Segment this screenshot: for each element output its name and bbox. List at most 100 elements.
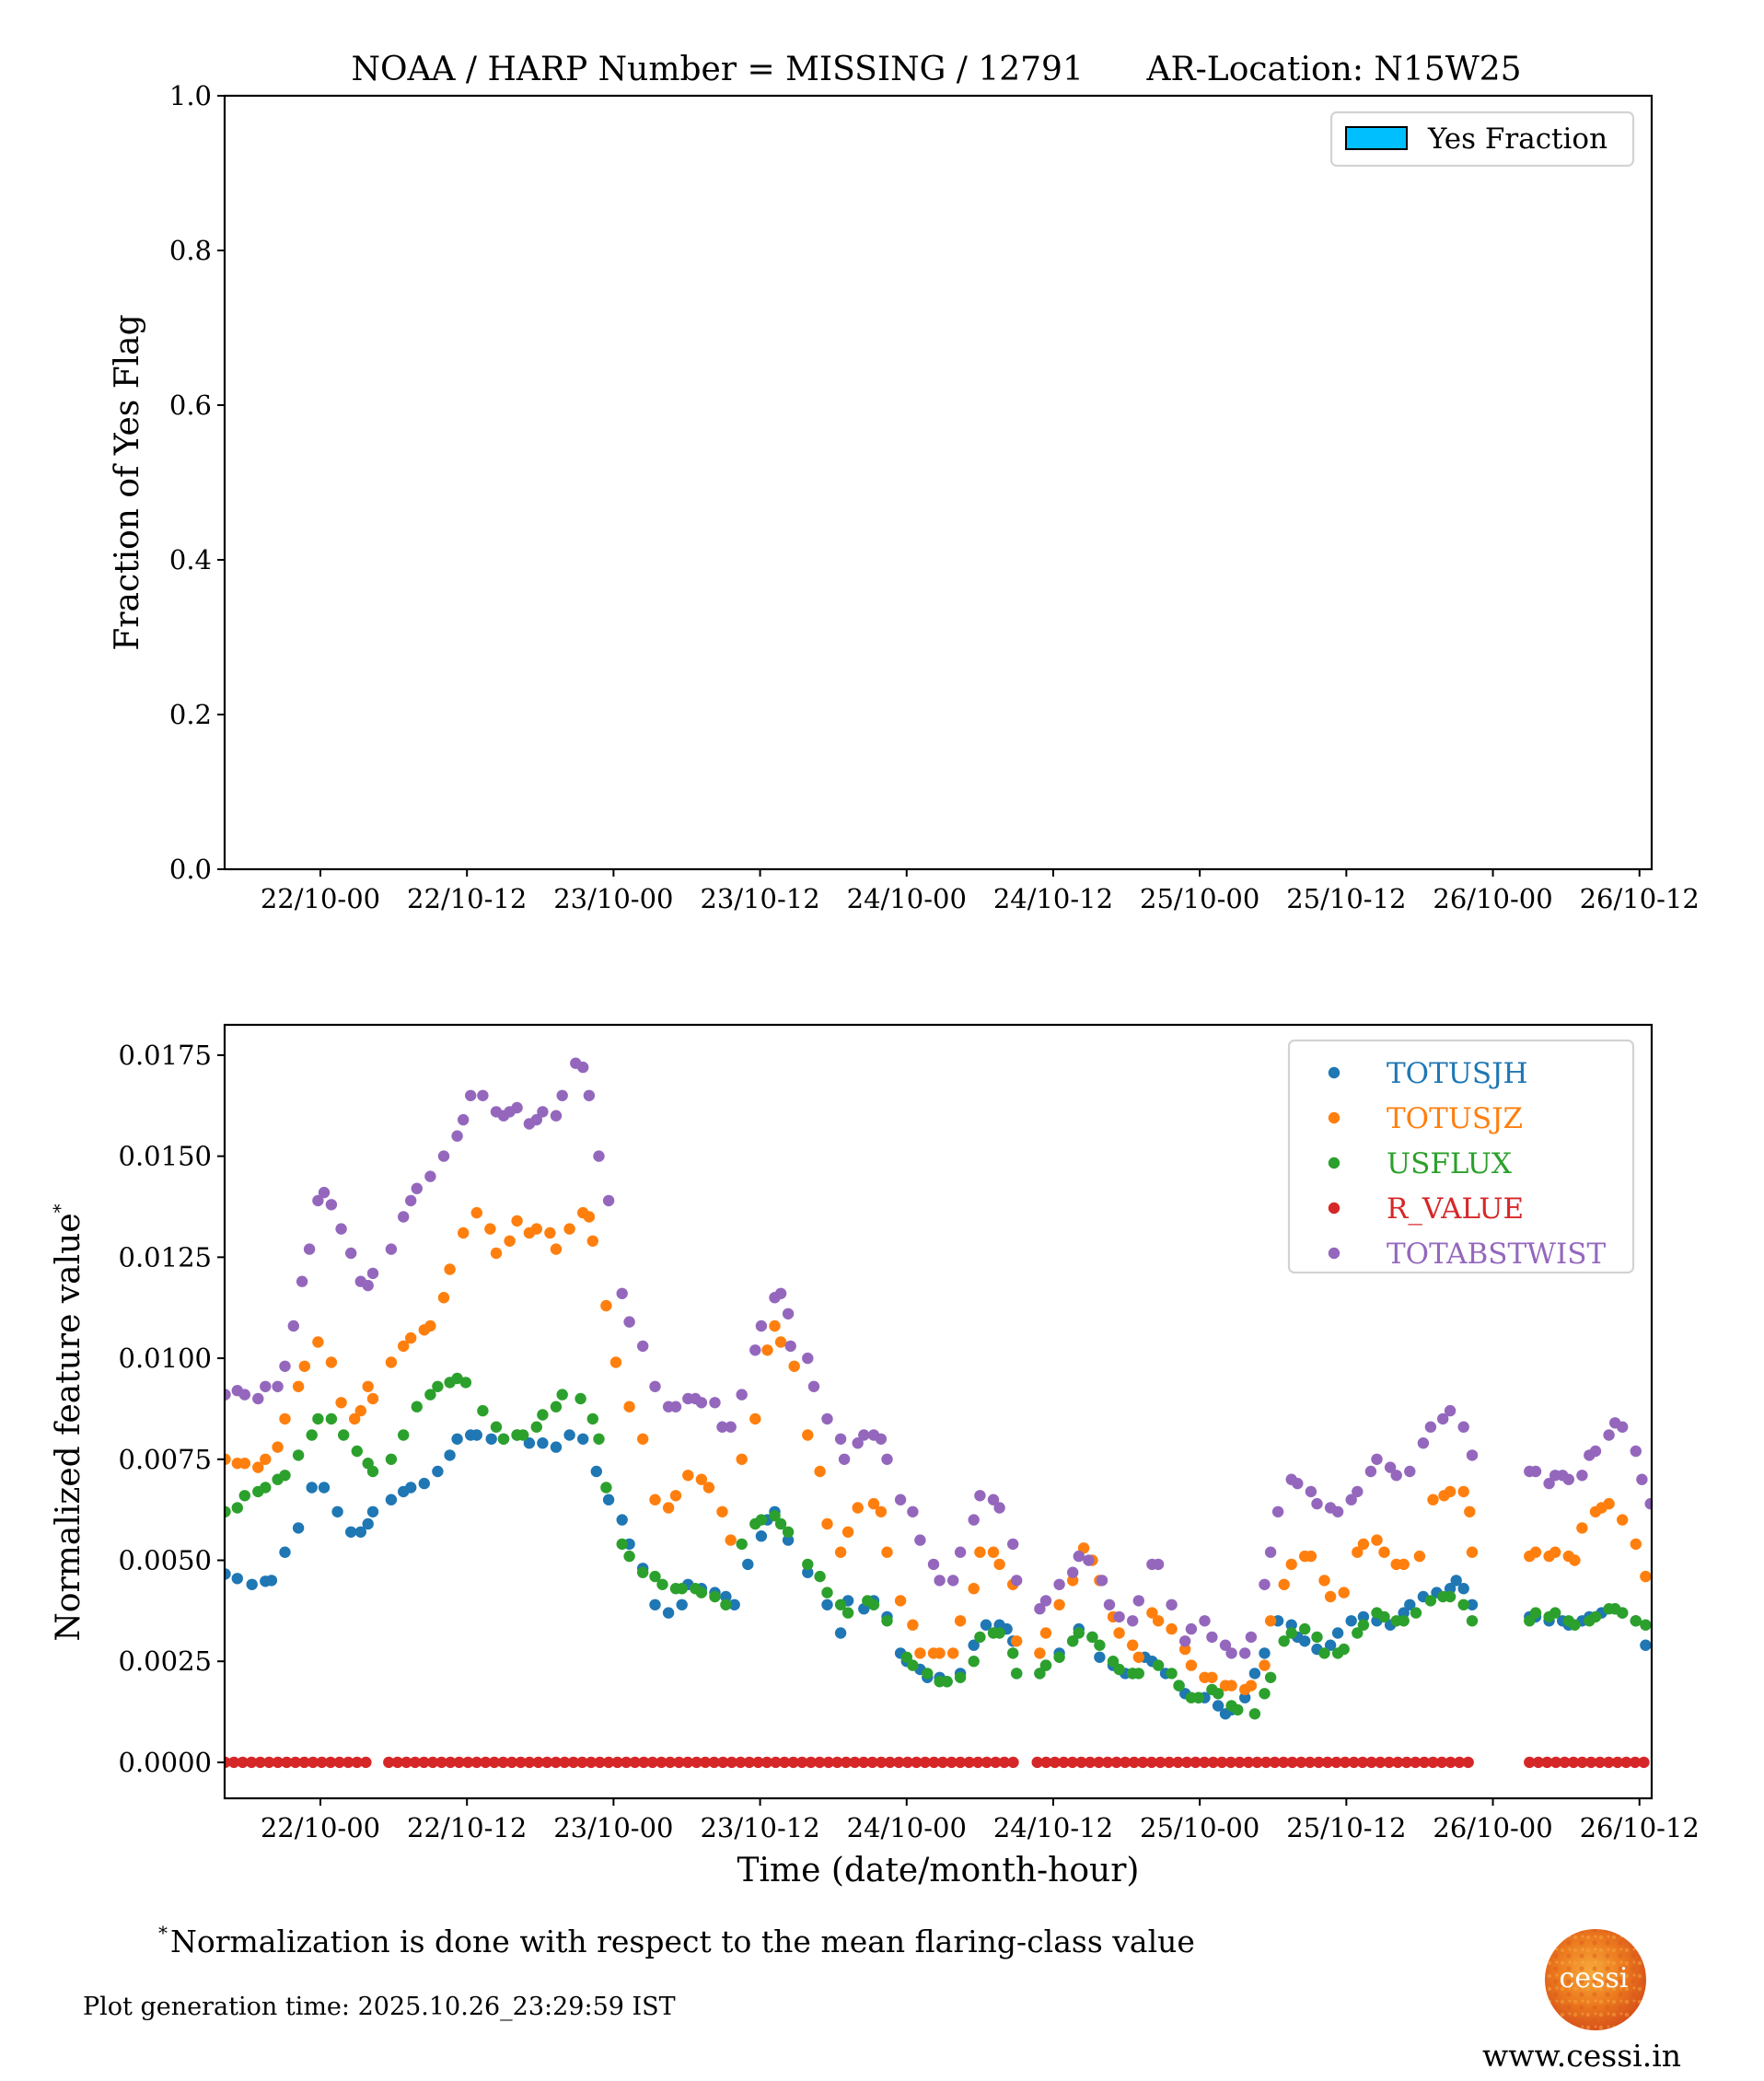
data-point: [725, 1421, 737, 1433]
data-point: [432, 1380, 444, 1393]
data-point: [1259, 1659, 1271, 1671]
feature-panel: 0.0000 0.0025 0.0050 0.0075 0.0100 0.0125 0.01…: [49, 1023, 1700, 1889]
data-point: [225, 1506, 231, 1517]
data-point: [968, 1583, 980, 1595]
data-point: [736, 1538, 748, 1551]
data-point: [385, 1243, 398, 1255]
data-point: [901, 1756, 913, 1769]
data-point: [1067, 1566, 1079, 1578]
data-point: [1352, 1485, 1364, 1498]
data-point: [881, 1546, 893, 1558]
data-point: [802, 1566, 814, 1578]
y-tick-label: 0.0: [169, 854, 212, 885]
data-point: [488, 1756, 501, 1769]
data-point: [260, 1380, 272, 1393]
data-point: [1457, 1583, 1469, 1595]
data-point: [238, 1458, 250, 1470]
data-point: [593, 1433, 605, 1446]
data-point: [1617, 1421, 1629, 1433]
data-point: [470, 1206, 482, 1219]
data-point: [287, 1320, 299, 1332]
y-tick-label: 0.0150: [119, 1141, 212, 1172]
data-point: [1067, 1635, 1079, 1647]
top-y-ticks: 0.0 0.2 0.4 0.6 0.8 1.0: [169, 80, 225, 885]
data-point: [462, 1756, 474, 1769]
data-point: [307, 1756, 319, 1769]
data-point: [841, 1526, 854, 1539]
data-point: [1427, 1494, 1439, 1506]
data-point: [1318, 1647, 1330, 1659]
data-point: [1444, 1583, 1456, 1595]
data-point: [834, 1433, 847, 1446]
data-point: [1345, 1615, 1357, 1627]
data-point: [1589, 1445, 1602, 1458]
data-point: [821, 1587, 833, 1599]
data-point: [822, 1756, 835, 1769]
data-point: [515, 1756, 527, 1769]
data-point: [444, 1449, 456, 1461]
data-point: [875, 1433, 888, 1446]
data-point: [805, 1756, 817, 1769]
data-point: [1219, 1639, 1232, 1651]
data-point: [834, 1546, 847, 1558]
data-point: [1313, 1756, 1325, 1769]
data-point: [1318, 1575, 1330, 1587]
data-point: [788, 1360, 800, 1373]
data-point: [451, 1372, 463, 1385]
data-point: [1285, 1619, 1297, 1631]
data-point: [928, 1756, 940, 1769]
website-link[interactable]: www.cessi.in: [1482, 2038, 1681, 2074]
data-point: [451, 1130, 463, 1142]
x-tick-label: 25/10-00: [1140, 1812, 1259, 1843]
data-point: [1437, 1413, 1449, 1425]
data-point: [504, 1235, 516, 1248]
data-point: [1278, 1635, 1290, 1647]
bottom-y-axis-label: Normalized feature value*: [49, 1203, 87, 1641]
data-point: [716, 1421, 728, 1433]
legend-marker: [1328, 1066, 1340, 1079]
data-point: [585, 1756, 598, 1769]
data-point: [1640, 1639, 1652, 1651]
data-point: [662, 1502, 675, 1514]
data-point: [1640, 1619, 1652, 1631]
data-point: [1398, 1607, 1410, 1619]
data-point: [523, 1756, 536, 1769]
data-point: [884, 1756, 896, 1769]
data-point: [1457, 1599, 1469, 1611]
data-point: [490, 1247, 503, 1260]
data-point: [1644, 1497, 1652, 1510]
series-totabstwist: [225, 1057, 1652, 1659]
x-tick-label: 26/10-12: [1580, 1812, 1700, 1843]
data-point: [451, 1433, 463, 1446]
data-point: [774, 1517, 787, 1530]
data-point: [497, 1756, 509, 1769]
data-point: [435, 1756, 447, 1769]
data-point: [1179, 1643, 1191, 1656]
y-tick-label: 0.0125: [119, 1241, 212, 1273]
data-point: [366, 1465, 379, 1478]
data-point: [1264, 1671, 1277, 1684]
data-point: [1251, 1756, 1263, 1769]
data-point: [298, 1360, 310, 1373]
data-point: [1180, 1756, 1193, 1769]
data-point: [1410, 1607, 1422, 1619]
data-point: [1206, 1671, 1218, 1684]
data-point: [345, 1526, 357, 1539]
data-point: [1630, 1538, 1642, 1551]
data-point: [649, 1570, 661, 1583]
data-point: [1371, 1534, 1383, 1546]
data-point: [231, 1573, 243, 1585]
x-tick-label: 23/10-12: [700, 1812, 819, 1843]
legend-marker: [1328, 1111, 1340, 1124]
legend-label: R_VALUE: [1387, 1192, 1524, 1226]
data-point: [968, 1639, 980, 1651]
data-point: [623, 1401, 635, 1413]
data-point: [1462, 1756, 1474, 1769]
data-point: [609, 1356, 622, 1368]
data-point: [1400, 1756, 1413, 1769]
data-point: [1424, 1421, 1437, 1433]
data-point: [1404, 1599, 1416, 1611]
top-y-axis-label: Fraction of Yes Flag: [109, 314, 146, 650]
data-point: [1073, 1627, 1085, 1639]
data-point: [325, 1413, 338, 1425]
